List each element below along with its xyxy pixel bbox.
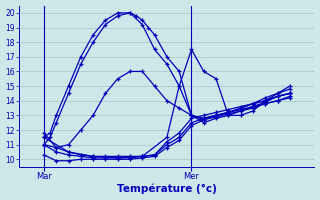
X-axis label: Température (°c): Température (°c)	[117, 184, 217, 194]
